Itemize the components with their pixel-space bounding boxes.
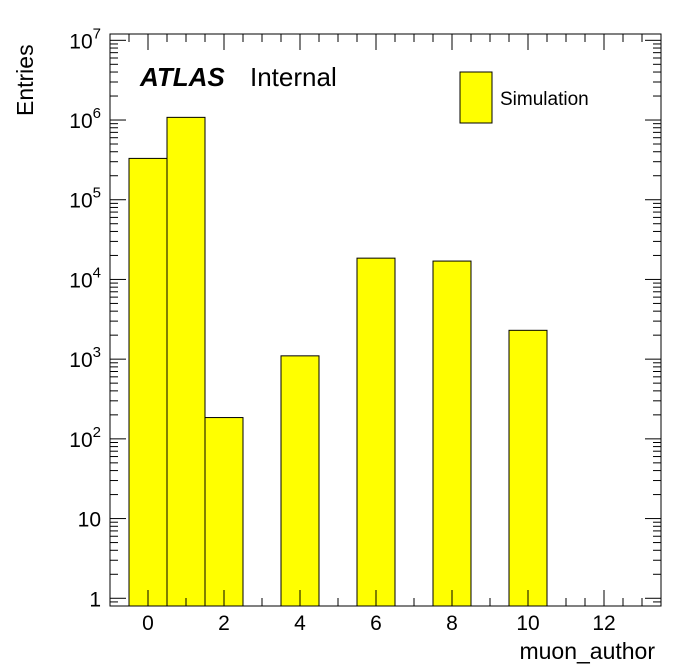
bar-bin-1 — [166, 116, 206, 607]
y-tick-label: 102 — [69, 424, 101, 452]
bar-bin-2 — [204, 417, 244, 607]
y-tick-label: 104 — [69, 264, 101, 292]
legend: Simulation — [459, 71, 589, 124]
bar-bin-8 — [432, 260, 472, 607]
y-tick-label: 1 — [89, 588, 101, 611]
y-tick-label: 10 — [78, 509, 101, 532]
x-tick-label: 10 — [516, 612, 539, 635]
bars-group — [128, 116, 548, 607]
ticks-group — [109, 34, 662, 607]
y-axis-title: Entries — [12, 44, 38, 116]
x-axis-title: muon_author — [519, 638, 655, 664]
bar-bin-10 — [508, 329, 548, 607]
bar-bin-6 — [356, 257, 396, 607]
x-tick-label: 6 — [370, 612, 382, 635]
plot-frame — [109, 33, 662, 607]
legend-swatch — [459, 71, 493, 124]
x-tick-label: 12 — [592, 612, 615, 635]
x-tick-label: 0 — [142, 612, 154, 635]
x-tick-label: 8 — [446, 612, 458, 635]
internal-label: Internal — [250, 62, 337, 92]
x-tick-label: 2 — [218, 612, 230, 635]
legend-entry-label: Simulation — [500, 89, 589, 110]
atlas-label: ATLAS — [139, 62, 225, 92]
x-tick-label: 4 — [294, 612, 306, 635]
y-tick-label: 103 — [69, 344, 101, 372]
bar-bin-4 — [280, 355, 320, 607]
y-tick-labels: 1 10 102 103 104 105 106 107 — [69, 25, 101, 611]
x-tick-labels: 0 2 4 6 8 10 12 — [142, 612, 616, 635]
y-tick-label: 106 — [69, 105, 101, 133]
bar-bin-0 — [128, 157, 168, 607]
y-tick-label: 107 — [69, 25, 101, 53]
y-tick-label: 105 — [69, 185, 101, 213]
